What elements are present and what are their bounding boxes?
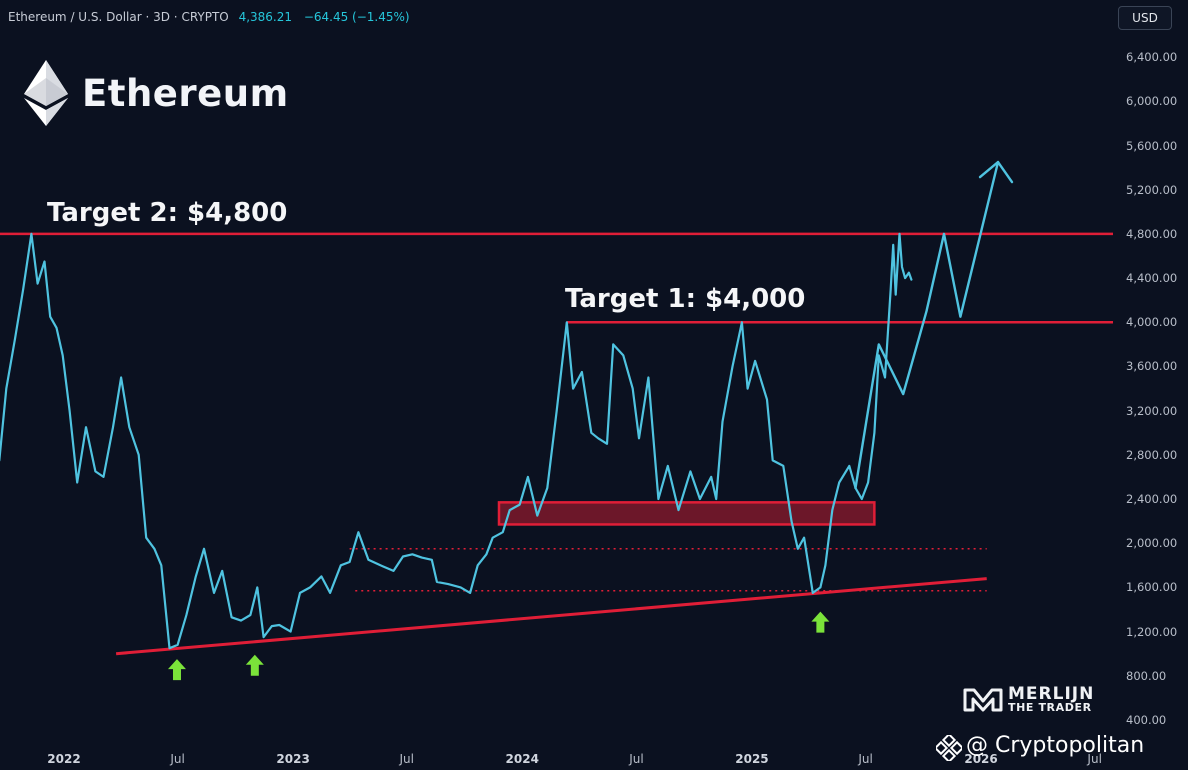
symbol-header: Ethereum / U.S. Dollar · 3D · CRYPTO 4,3… xyxy=(8,10,410,24)
x-tick-label: 2025 xyxy=(735,752,769,766)
merlijn-line1: MERLIJN xyxy=(1008,684,1095,704)
up-arrow-icon xyxy=(167,659,186,681)
projection-line xyxy=(854,160,1000,490)
price-series-line xyxy=(0,232,913,650)
up-arrows-layer xyxy=(167,611,830,681)
y-tick-label: 1,200.00 xyxy=(1126,624,1178,639)
x-tick-label: Jul xyxy=(399,752,414,766)
target-2-label: Target 2: $4,800 xyxy=(47,198,288,228)
support-zone-layer xyxy=(0,232,1113,656)
y-tick-label: 2,000.00 xyxy=(1126,536,1178,551)
y-tick-label: 3,200.00 xyxy=(1126,403,1178,418)
up-arrow-icon xyxy=(811,611,830,633)
last-price: 4,386.21 xyxy=(238,10,292,24)
projection-arrowhead xyxy=(978,160,1014,184)
y-tick-label: 5,600.00 xyxy=(1126,138,1178,153)
y-tick-label: 2,800.00 xyxy=(1126,447,1178,462)
brand-title: Ethereum xyxy=(82,72,289,115)
up-arrow-icon xyxy=(245,654,264,676)
price-change: −64.45 (−1.45%) xyxy=(303,10,410,24)
y-tick-label: 3,600.00 xyxy=(1126,359,1178,374)
price-line-layer xyxy=(0,160,1014,650)
support-zone xyxy=(497,501,876,526)
ethereum-logo-icon xyxy=(24,60,68,126)
target-1-label: Target 1: $4,000 xyxy=(565,284,806,314)
y-tick-label: 6,000.00 xyxy=(1126,94,1178,109)
y-tick-label: 1,600.00 xyxy=(1126,580,1178,595)
merlijn-logo-icon xyxy=(963,688,1003,712)
y-tick-label: 4,800.00 xyxy=(1126,226,1178,241)
merlijn-line2: THE TRADER xyxy=(1008,701,1092,714)
x-tick-label: 2024 xyxy=(505,752,539,766)
x-tick-label: 2022 xyxy=(47,752,81,766)
y-tick-label: 4,000.00 xyxy=(1126,315,1178,330)
x-tick-label: Jul xyxy=(629,752,644,766)
x-tick-label: 2026 xyxy=(964,752,998,766)
cryptopolitan-watermark: @ Cryptopolitan xyxy=(966,733,1145,758)
y-tick-label: 2,400.00 xyxy=(1126,492,1178,507)
support-trendline xyxy=(115,577,987,656)
currency-button[interactable]: USD xyxy=(1118,6,1172,30)
y-tick-label: 4,400.00 xyxy=(1126,271,1178,286)
y-tick-label: 6,400.00 xyxy=(1126,50,1178,65)
x-tick-label: Jul xyxy=(858,752,873,766)
y-tick-label: 5,200.00 xyxy=(1126,182,1178,197)
cryptopolitan-logo-icon xyxy=(936,735,962,761)
x-tick-label: Jul xyxy=(170,752,185,766)
symbol-line: Ethereum / U.S. Dollar · 3D · CRYPTO xyxy=(8,10,229,24)
y-tick-label: 400.00 xyxy=(1126,713,1167,727)
y-tick-label: 800.00 xyxy=(1126,668,1167,683)
x-tick-label: 2023 xyxy=(276,752,310,766)
x-tick-label: Jul xyxy=(1087,752,1102,766)
